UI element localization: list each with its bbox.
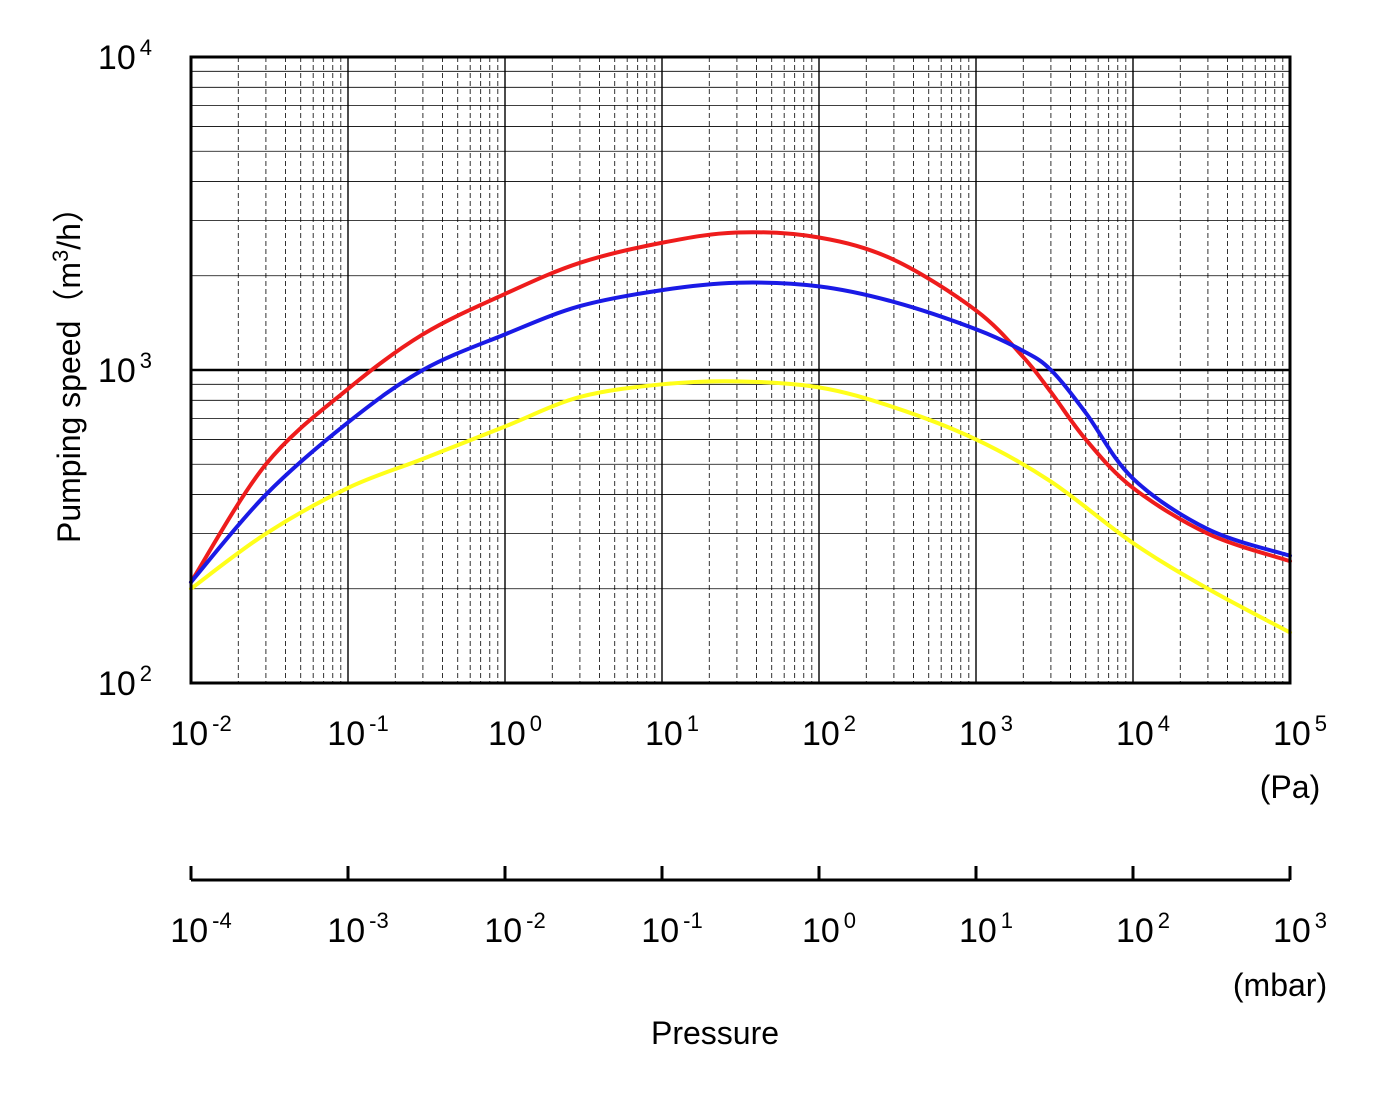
x-tick-label-mbar-exp: 1 — [1001, 908, 1013, 933]
series-group — [189, 230, 1292, 635]
x-tick-label-mbar-exp: 3 — [1315, 908, 1327, 933]
pa-unit-label: (Pa) — [1260, 769, 1320, 805]
x-tick-label-mbar-base: 10 — [802, 912, 840, 950]
y-tick-label-base: 10 — [98, 665, 136, 703]
x-tick-label-mbar: 10 0 — [802, 908, 856, 950]
x-tick-label-mbar: 10 1 — [959, 908, 1013, 950]
x-tick-label-mbar-base: 10 — [170, 912, 208, 950]
y-axis-label-sup: 3 — [48, 250, 73, 262]
x-tick-label-mbar-exp: 0 — [844, 908, 856, 933]
x-tick-labels-pa: 10 -2 10 -1 10 0 10 1 10 2 10 3 10 4 10 5 — [170, 711, 1327, 753]
x-tick-label-pa: 10 4 — [1116, 711, 1170, 753]
x-tick-label-pa-exp: 5 — [1315, 711, 1327, 736]
x-tick-label-pa-exp: 3 — [1001, 711, 1013, 736]
x-tick-label-mbar-base: 10 — [641, 912, 679, 950]
x-tick-label-pa-base: 10 — [327, 715, 365, 753]
y-tick-label: 10 2 — [98, 661, 152, 703]
x-tick-label-pa-base: 10 — [1116, 715, 1154, 753]
y-tick-label-base: 10 — [98, 352, 136, 390]
x-tick-label-pa-base: 10 — [645, 715, 683, 753]
x-tick-label-pa: 10 1 — [645, 711, 699, 753]
x-tick-label-pa-base: 10 — [802, 715, 840, 753]
plot-frame — [189, 55, 1292, 685]
y-tick-label: 10 3 — [98, 348, 152, 390]
x-tick-label-pa: 10 3 — [959, 711, 1013, 753]
x-tick-label-mbar-base: 10 — [327, 912, 365, 950]
mbar-axis — [189, 866, 1292, 882]
x-tick-label-pa: 10 5 — [1273, 711, 1327, 753]
x-tick-label-mbar-exp: -4 — [212, 908, 232, 933]
x-tick-label-mbar: 10 -2 — [484, 908, 545, 950]
x-tick-label-pa-exp: -2 — [212, 711, 232, 736]
x-axis-label: Pressure — [651, 1015, 779, 1051]
x-tick-label-mbar-base: 10 — [1273, 912, 1311, 950]
x-tick-label-mbar-exp: -1 — [683, 908, 703, 933]
y-tick-label-exp: 3 — [140, 348, 152, 373]
grid — [190, 57, 1290, 685]
x-tick-label-pa: 10 -2 — [170, 711, 231, 753]
x-tick-label-mbar-exp: -2 — [526, 908, 546, 933]
x-tick-label-mbar: 10 2 — [1116, 908, 1170, 950]
series-line-2 — [189, 280, 1292, 585]
x-tick-label-pa-exp: 1 — [687, 711, 699, 736]
y-tick-label-exp: 4 — [140, 35, 152, 60]
x-tick-label-mbar-exp: -3 — [369, 908, 389, 933]
y-axis-label-pre: Pumping speed（m — [51, 262, 87, 543]
x-tick-label-mbar-exp: 2 — [1158, 908, 1170, 933]
x-tick-label-pa-base: 10 — [170, 715, 208, 753]
x-tick-label-pa-exp: -1 — [369, 711, 389, 736]
x-tick-label-mbar: 10 3 — [1273, 908, 1327, 950]
y-axis-label-post: /h） — [51, 191, 87, 250]
x-tick-label-pa-exp: 2 — [844, 711, 856, 736]
x-tick-label-pa: 10 0 — [488, 711, 542, 753]
x-tick-label-pa: 10 -1 — [327, 711, 388, 753]
x-tick-label-mbar: 10 -1 — [641, 908, 702, 950]
x-tick-label-pa-base: 10 — [488, 715, 526, 753]
x-tick-label-pa-base: 10 — [1273, 715, 1311, 753]
x-tick-label-mbar-base: 10 — [1116, 912, 1154, 950]
x-tick-label-pa: 10 2 — [802, 711, 856, 753]
y-tick-label-exp: 2 — [140, 661, 152, 686]
y-tick-label-base: 10 — [98, 39, 136, 77]
x-tick-label-pa-base: 10 — [959, 715, 997, 753]
x-tick-label-mbar-base: 10 — [959, 912, 997, 950]
x-tick-label-pa-exp: 0 — [530, 711, 542, 736]
x-tick-label-pa-exp: 4 — [1158, 711, 1170, 736]
x-tick-label-mbar: 10 -3 — [327, 908, 388, 950]
series-line-3 — [189, 379, 1292, 635]
series-line-1 — [189, 230, 1292, 585]
y-axis-label: Pumping speed（m3/h） — [48, 191, 87, 543]
x-tick-label-mbar: 10 -4 — [170, 908, 231, 950]
x-tick-label-mbar-base: 10 — [484, 912, 522, 950]
mbar-unit-label: (mbar) — [1233, 967, 1327, 1003]
y-tick-label: 10 4 — [98, 35, 152, 77]
x-tick-labels-mbar: 10 -4 10 -3 10 -2 10 -1 10 0 10 1 10 2 10 3 — [170, 908, 1327, 950]
